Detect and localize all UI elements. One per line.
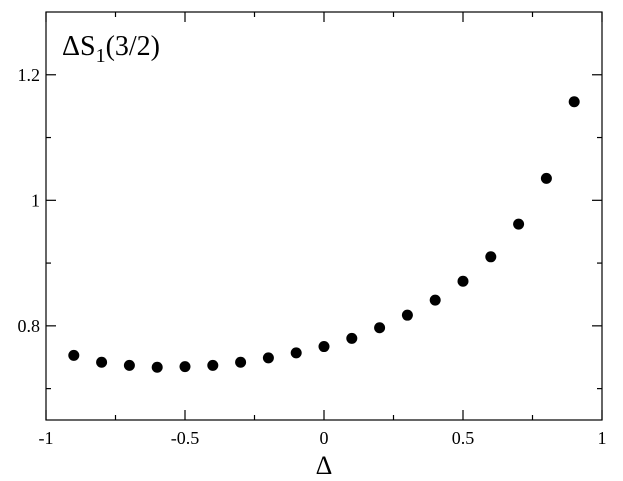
x-tick-label: -1 — [39, 428, 54, 448]
data-point — [207, 359, 219, 371]
data-points — [68, 96, 580, 373]
data-point — [540, 172, 552, 184]
plot-frame — [45, 11, 603, 421]
data-point — [568, 96, 580, 108]
annotation-main: ΔS — [62, 31, 96, 62]
data-point — [123, 359, 135, 371]
data-point — [179, 361, 191, 373]
data-point — [235, 356, 247, 368]
data-point — [457, 275, 469, 287]
y-tick-label: 1 — [31, 190, 40, 210]
annotation-suffix: (3/2) — [106, 31, 160, 62]
annotation-subscript: 1 — [96, 45, 106, 67]
data-point — [151, 361, 163, 373]
data-point — [262, 352, 274, 364]
data-point — [513, 218, 525, 230]
axis-ticks — [45, 12, 603, 420]
data-point — [346, 332, 358, 344]
data-point — [401, 309, 413, 321]
data-point — [96, 356, 108, 368]
x-axis-title: Δ — [316, 451, 333, 480]
x-tick-label: -0.5 — [171, 428, 200, 448]
data-point — [485, 251, 497, 263]
y-tick-label: 1.2 — [18, 65, 41, 85]
axis-tick-labels: -1 -0.5 0 0.5 1 0.8 1 1.2 — [18, 65, 607, 448]
data-point — [374, 322, 386, 334]
annotation-label: ΔS1(3/2) — [62, 31, 160, 67]
data-point — [429, 294, 441, 306]
data-point — [318, 341, 330, 353]
data-point — [290, 347, 302, 359]
data-point — [68, 349, 80, 361]
x-tick-label: 0 — [320, 428, 329, 448]
x-tick-label: 1 — [598, 428, 607, 448]
x-tick-label: 0.5 — [452, 428, 475, 448]
y-tick-label: 0.8 — [18, 316, 41, 336]
